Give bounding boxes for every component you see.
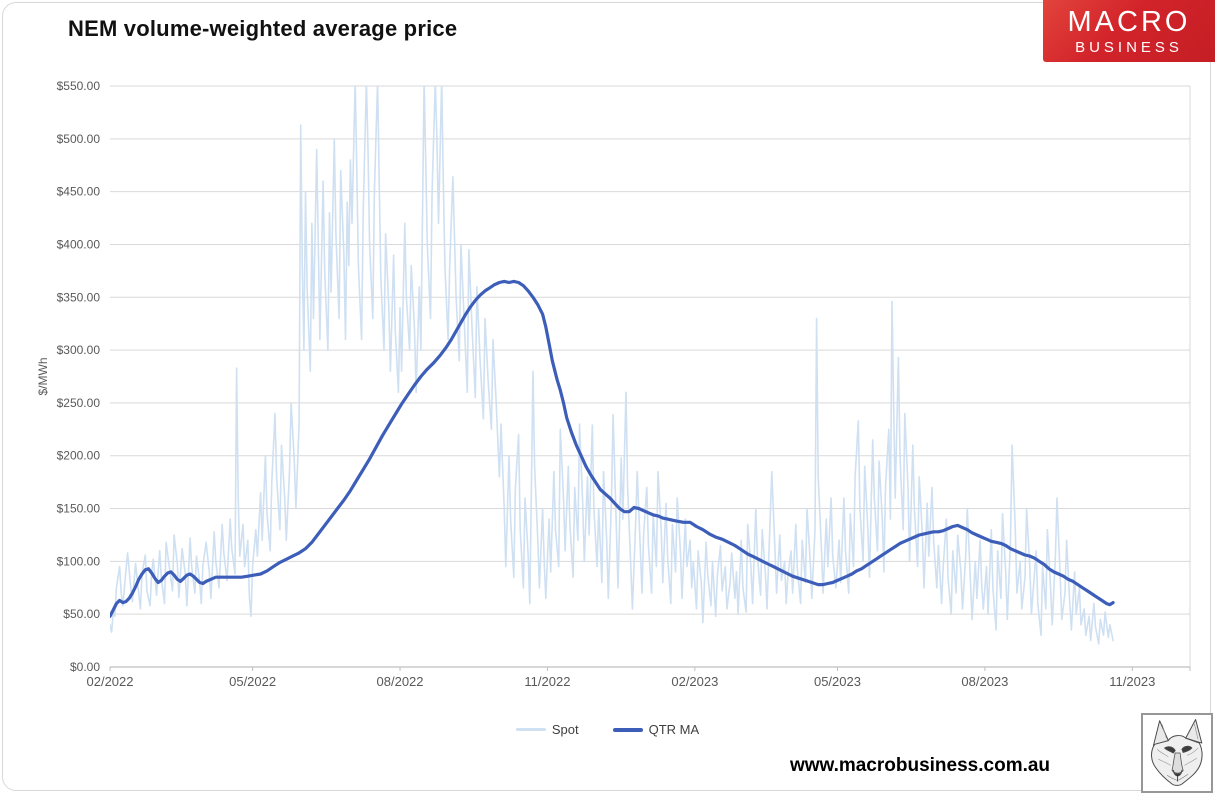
x-tick-label: 11/2022: [524, 674, 570, 689]
y-axis-title: $/MWh: [36, 357, 50, 395]
spot-line-swatch: [515, 728, 546, 731]
x-tick-label: 02/2022: [87, 674, 134, 689]
y-tick-label: $150.00: [57, 502, 101, 516]
y-tick-label: $250.00: [57, 396, 101, 410]
y-tick-label: $550.00: [57, 79, 101, 93]
y-tick-label: $350.00: [57, 290, 101, 304]
y-tick-label: $450.00: [57, 185, 101, 199]
page-title: NEM volume-weighted average price: [68, 16, 458, 41]
y-tick-label: $200.00: [57, 449, 101, 463]
chart-legend: Spot QTR MA: [0, 722, 1215, 737]
macrobusiness-logo: MACRO BUSINESS: [1043, 0, 1215, 62]
x-tick-label: 11/2023: [1109, 674, 1155, 689]
legend-item-spot: Spot: [515, 722, 579, 737]
wolf-icon: [1151, 719, 1203, 786]
spot-line: [110, 86, 1114, 645]
legend-label-spot: Spot: [551, 722, 579, 737]
qtr-ma-line-swatch: [612, 727, 643, 732]
y-tick-label: $100.00: [57, 554, 101, 568]
logo-text-macro: MACRO: [1067, 5, 1191, 38]
y-tick-label: $0.00: [70, 660, 100, 674]
site-url: www.macrobusiness.com.au: [789, 755, 1051, 776]
y-tick-label: $500.00: [57, 132, 101, 146]
x-tick-label: 08/2022: [377, 674, 424, 689]
wolf-logo-image: [1141, 713, 1213, 793]
legend-label-qtr-ma: QTR MA: [648, 722, 700, 737]
x-tick-label: 05/2023: [814, 674, 861, 689]
x-tick-label: 08/2023: [961, 674, 1008, 689]
qtr-ma-line: [110, 279, 1115, 618]
logo-text-business: BUSINESS: [1075, 38, 1183, 56]
y-tick-label: $300.00: [57, 343, 101, 357]
legend-item-qtr-ma: QTR MA: [612, 722, 700, 737]
x-tick-label: 05/2022: [229, 674, 276, 689]
x-tick-label: 02/2023: [671, 674, 718, 689]
y-tick-label: $50.00: [63, 607, 100, 621]
y-tick-label: $400.00: [57, 237, 101, 251]
